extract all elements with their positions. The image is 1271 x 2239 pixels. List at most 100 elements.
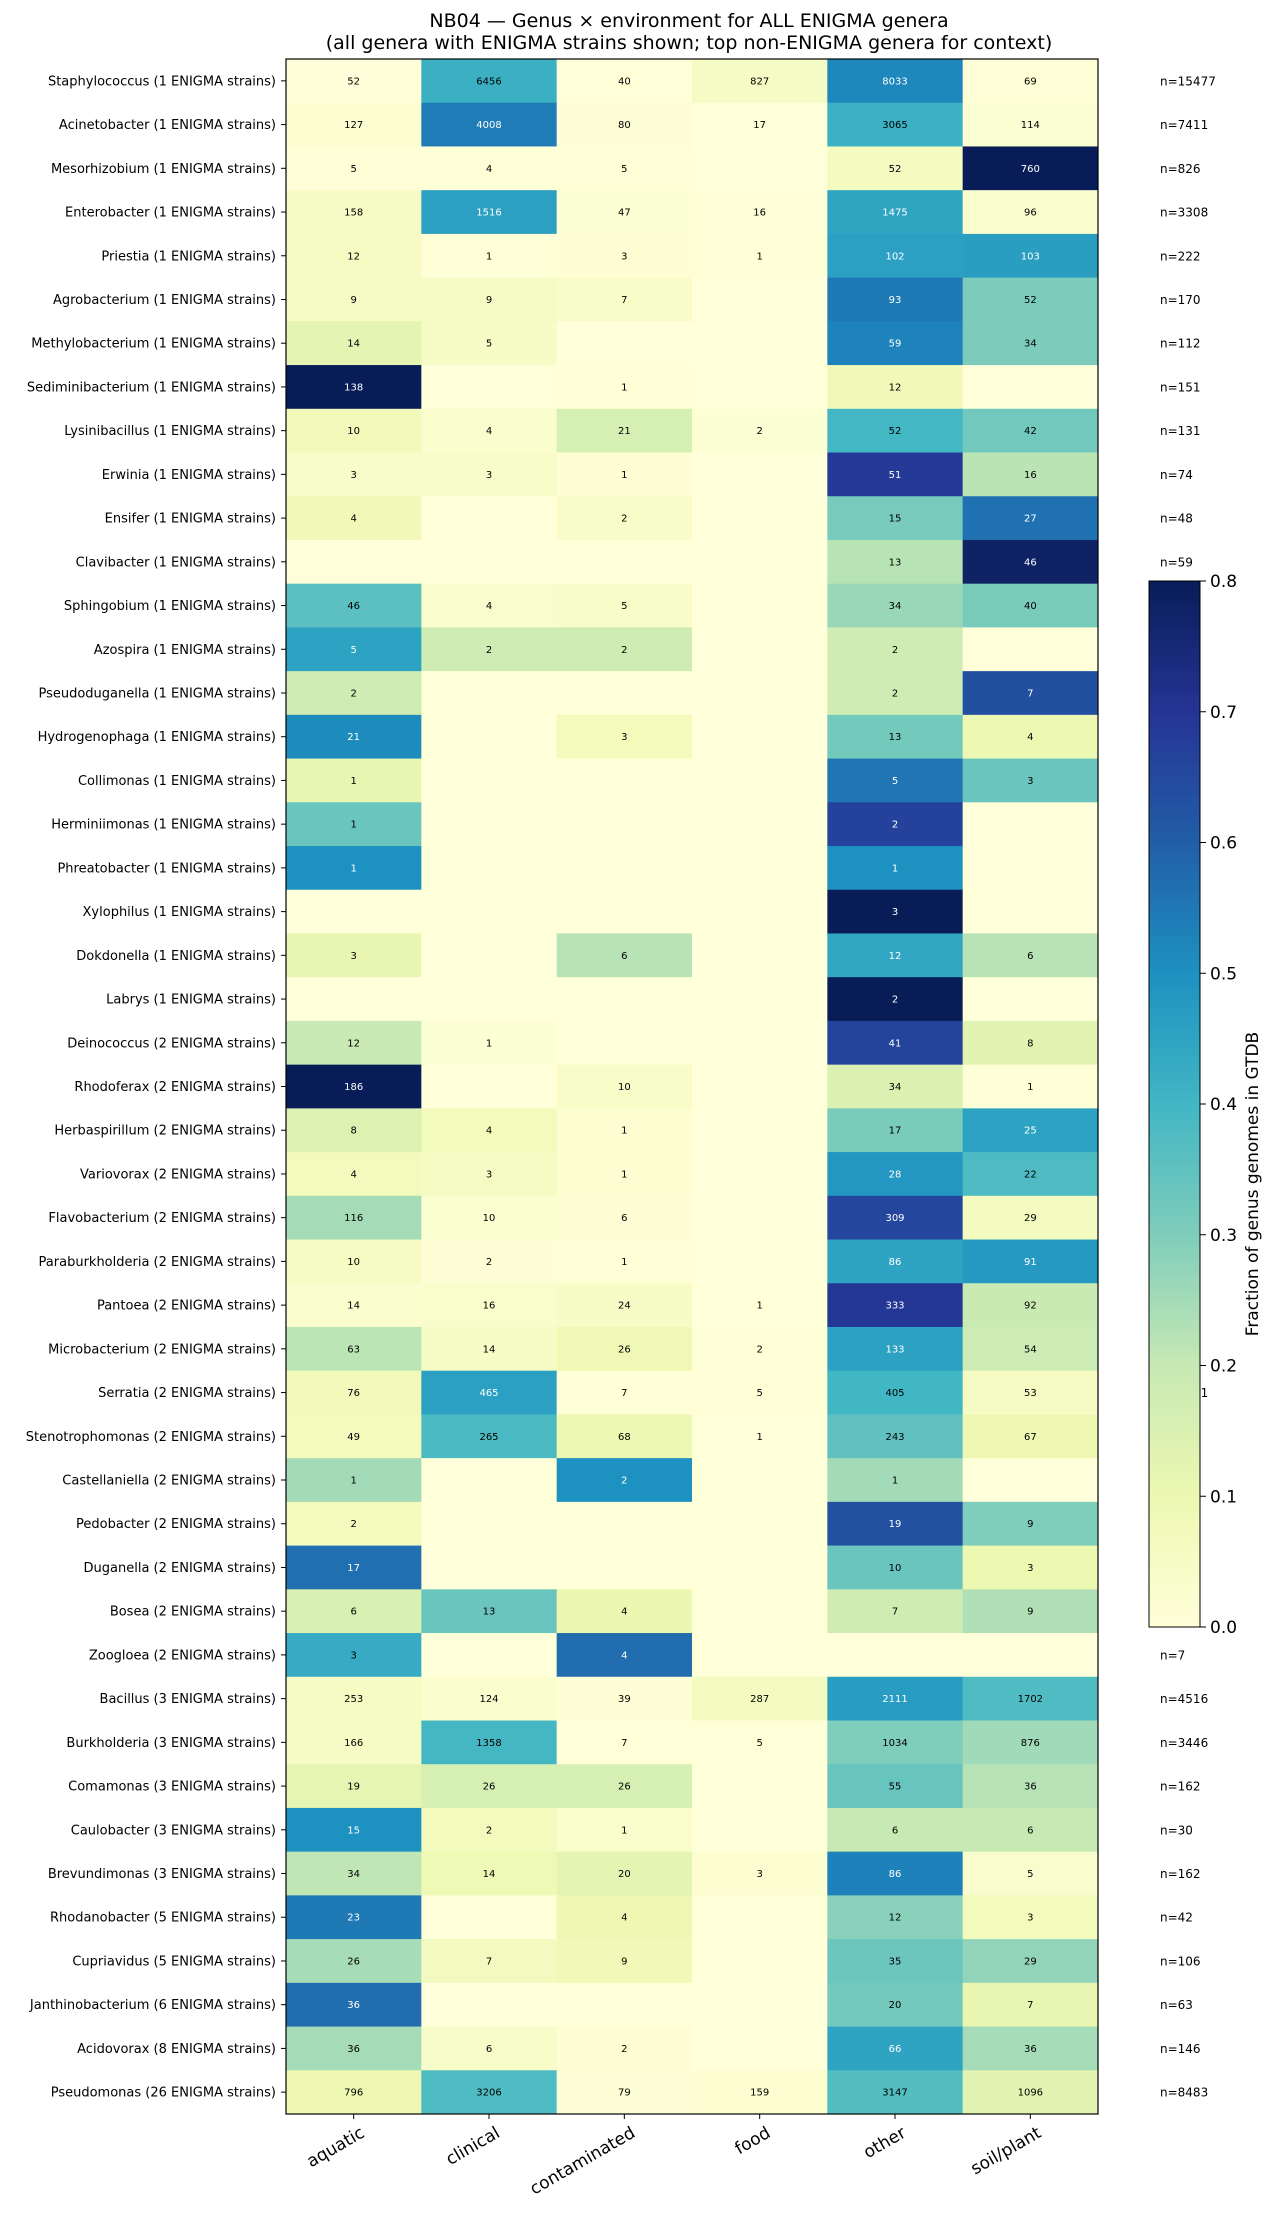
cell-count-label: 5 (350, 164, 356, 175)
cell-count-label: 4 (350, 514, 356, 525)
heatmap-cell (692, 59, 828, 104)
heatmap-cell (692, 233, 828, 279)
heatmap-cell (692, 1108, 828, 1153)
heatmap-cell (692, 1370, 828, 1415)
cell-count-label: 6 (621, 951, 627, 962)
heatmap-cell (692, 321, 828, 366)
heatmap-cell (556, 1501, 693, 1547)
cell-count-label: 2 (892, 688, 898, 699)
row-label: Janthinobacterium (6 ENIGMA strains) (29, 1998, 276, 2013)
heatmap-cell (421, 802, 558, 847)
column-label: other (860, 2123, 909, 2163)
cell-count-label: 6 (350, 1607, 356, 1618)
heatmap-cell (827, 933, 964, 978)
cell-count-label: 1 (621, 382, 627, 393)
row-label: Acinetobacter (1 ENIGMA strains) (59, 118, 276, 133)
cell-count-label: 49 (347, 1432, 360, 1443)
colorbar-tick-label: 0.5 (1210, 964, 1237, 984)
row-label: Pantoea (2 ENIGMA strains) (97, 1299, 276, 1314)
heatmap-cell (556, 408, 693, 454)
row-label: Labrys (1 ENIGMA strains) (106, 993, 276, 1008)
colorbar-tick-label: 0.8 (1210, 572, 1237, 592)
heatmap-cell (827, 671, 964, 716)
heatmap-cell (286, 1020, 422, 1066)
heatmap-cell (827, 889, 964, 934)
cell-count-label: 9 (350, 295, 356, 306)
heatmap-cell (421, 933, 558, 978)
heatmap-cell (556, 714, 693, 760)
heatmap-cell (556, 1108, 693, 1153)
heatmap-cell (827, 2026, 964, 2071)
heatmap-cell (962, 1283, 1099, 1328)
cell-count-label: 7 (621, 295, 627, 306)
cell-count-label: 5 (350, 645, 356, 656)
heatmap-cell (827, 146, 964, 191)
heatmap-cell (286, 146, 422, 191)
cell-count-label: 4 (350, 1169, 356, 1180)
heatmap-cell (962, 714, 1099, 760)
heatmap-cell (421, 1108, 558, 1153)
heatmap-cell (556, 583, 693, 628)
cell-count-label: 14 (483, 1344, 496, 1355)
row-total-label: n=4516 (1160, 1692, 1208, 1706)
row-total-label: n=162 (1160, 1867, 1201, 1881)
cell-count-label: 1 (1027, 1082, 1033, 1093)
cell-count-label: 14 (347, 339, 360, 350)
cell-count-label: 1702 (1018, 1694, 1043, 1705)
cell-count-label: 9 (1027, 1607, 1033, 1618)
plot-frame (285, 58, 1099, 2115)
colorbar-tick-label: 0.1 (1210, 1487, 1237, 1507)
heatmap-cell (556, 1326, 693, 1372)
row-label: Collimonas (1 ENIGMA strains) (78, 774, 276, 789)
cell-count-label: 21 (347, 732, 360, 743)
row-label: Lysinibacillus (1 ENIGMA strains) (64, 424, 276, 439)
cell-count-label: 24 (618, 1301, 631, 1312)
heatmap-cell (421, 2026, 558, 2071)
heatmap-cell (421, 1326, 558, 1372)
cell-count-label: 13 (889, 732, 902, 743)
cell-count-label: 1516 (476, 208, 501, 219)
row-label: Zoogloea (2 ENIGMA strains) (89, 1648, 276, 1663)
heatmap-cell (962, 1633, 1099, 1678)
heatmap-cell (692, 1764, 828, 1809)
heatmap-cell (421, 59, 558, 104)
heatmap-cell (692, 452, 828, 497)
row-total-label: n=59 (1160, 555, 1193, 569)
heatmap-cell (421, 758, 558, 803)
cell-count-label: 10 (347, 1257, 360, 1268)
cell-count-label: 39 (618, 1694, 631, 1705)
heatmap-cell (962, 933, 1099, 978)
heatmap-cell (421, 2070, 558, 2115)
heatmap-cell (827, 1720, 964, 1765)
heatmap-cell (286, 802, 422, 847)
heatmap-cell (556, 758, 693, 803)
heatmap-cell (692, 408, 828, 454)
cell-count-label: 6456 (476, 76, 501, 87)
heatmap-cell (286, 758, 422, 803)
colorbar-tick-label: 0.7 (1210, 703, 1237, 723)
cell-count-label: 10 (483, 1213, 496, 1224)
row-label: Acidovorax (8 ENIGMA strains) (77, 2042, 276, 2057)
row-label: Cupriavidus (5 ENIGMA strains) (72, 1954, 276, 1969)
heatmap-cell (692, 714, 828, 760)
colorbar-tick-label: 0.6 (1210, 834, 1237, 854)
heatmap-cell (556, 1370, 693, 1415)
heatmap-cell (827, 1458, 964, 1503)
cell-count-label: 17 (889, 1126, 902, 1137)
heatmap-cell (962, 408, 1099, 454)
heatmap-cell (827, 539, 964, 585)
heatmap-cell (962, 889, 1099, 934)
row-total-label: n=7 (1160, 1648, 1185, 1662)
heatmap-cell (962, 233, 1099, 279)
cell-count-label: 69 (1024, 76, 1037, 87)
heatmap-cell (421, 1589, 558, 1634)
cell-count-label: 760 (1021, 164, 1040, 175)
heatmap-cell (827, 233, 964, 279)
row-total-label: n=131 (1160, 424, 1201, 438)
row-label: Dokdonella (1 ENIGMA strains) (76, 949, 276, 964)
cell-count-label: 6 (486, 2044, 492, 2055)
row-label: Hydrogenophaga (1 ENIGMA strains) (38, 730, 276, 745)
column-labels: aquatic clinical contaminated food other soil… (303, 2114, 1045, 2199)
heatmap-cell (556, 277, 693, 322)
